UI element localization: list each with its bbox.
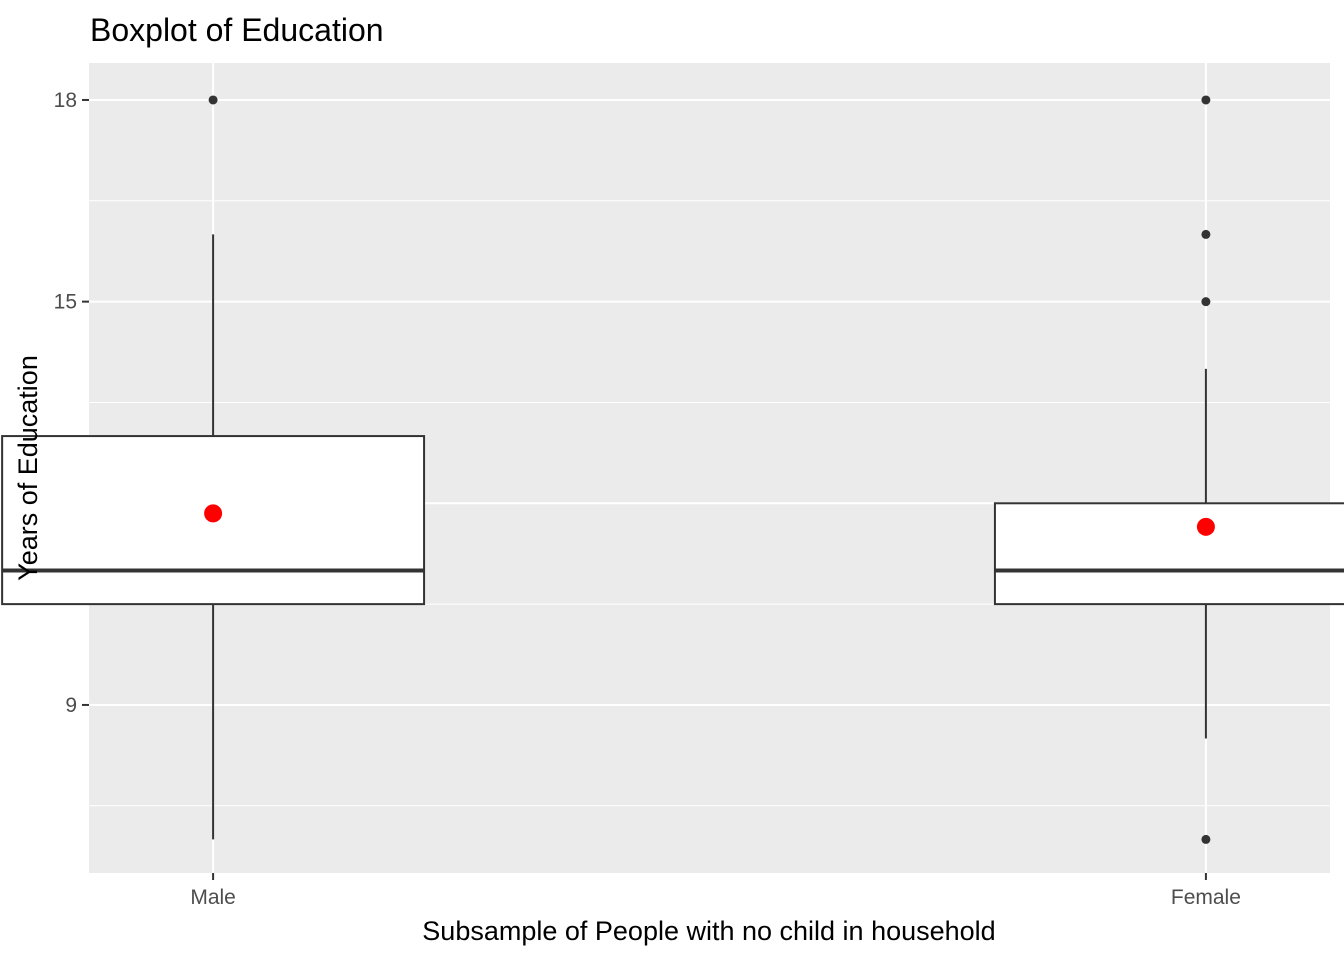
x-axis-title: Subsample of People with no child in hou… [422,916,995,946]
box-male [1,95,426,840]
y-tick-label: 15 [54,291,77,314]
outlier-point [1201,229,1211,239]
chart-title: Boxplot of Education [90,12,384,48]
y-axis: 9121518 [54,89,89,717]
mean-point [204,504,223,523]
outlier-point [1201,297,1211,307]
y-axis-title: Years of Education [13,355,43,581]
outlier-point [1201,95,1211,105]
y-tick-label: 18 [54,89,77,112]
iqr-box [993,502,1344,606]
box-female [993,95,1344,844]
x-tick-label: Female [1171,886,1241,909]
mean-point [1196,517,1215,536]
x-tick-label: Male [190,886,236,909]
outlier-point [208,95,218,105]
x-axis: Male Female [190,873,1241,909]
outlier-point [1201,834,1211,844]
y-tick-label: 9 [65,694,77,717]
boxes [1,95,1344,844]
